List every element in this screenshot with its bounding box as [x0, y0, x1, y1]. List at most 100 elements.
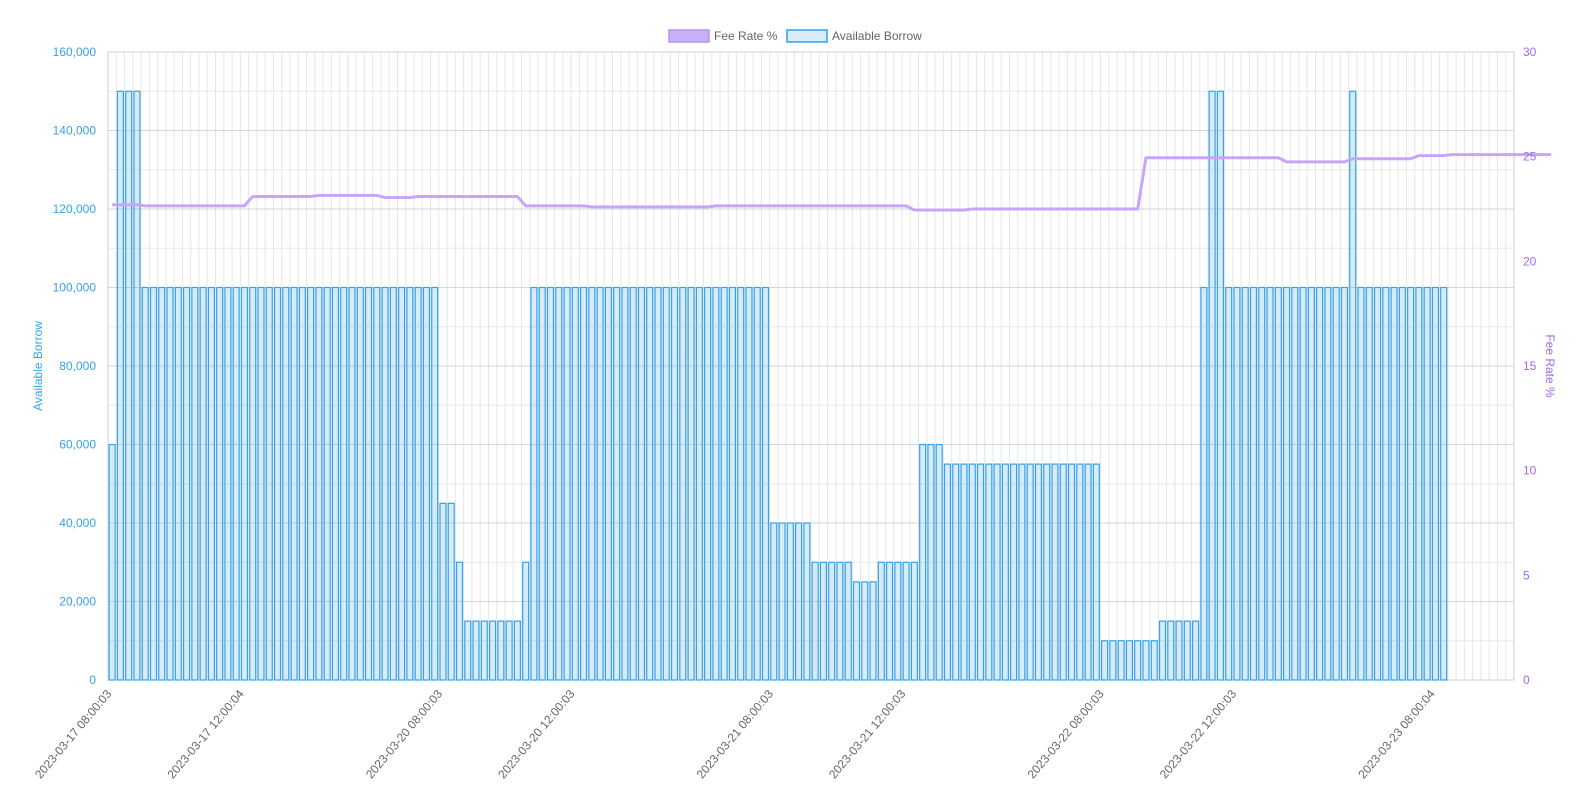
- legend-label-available-borrow[interactable]: Available Borrow: [832, 29, 922, 43]
- right-axis-tick-label: 20: [1523, 254, 1537, 268]
- right-axis-tick-label: 0: [1523, 673, 1530, 687]
- bar-available-borrow: [364, 286, 373, 681]
- bar-available-borrow: [1225, 286, 1233, 681]
- bar-available-borrow: [489, 620, 497, 681]
- bar-available-borrow: [877, 561, 885, 681]
- bar-available-borrow: [323, 286, 331, 681]
- bar-available-borrow: [199, 286, 207, 681]
- bar-available-borrow: [1407, 286, 1415, 681]
- bar-available-borrow: [819, 561, 827, 681]
- x-axis-tick-label: 2023-03-23 08:00:04: [1355, 687, 1438, 782]
- bar-available-borrow: [1192, 620, 1200, 681]
- bar-available-borrow: [579, 286, 588, 681]
- bar-available-borrow: [687, 286, 695, 681]
- bar-available-borrow: [869, 581, 877, 681]
- bar-available-borrow: [1423, 286, 1431, 681]
- bar-available-borrow: [1291, 286, 1299, 681]
- bar-available-borrow: [257, 286, 265, 681]
- left-axis-tick-label: 0: [89, 673, 96, 687]
- legend-label-fee-rate[interactable]: Fee Rate %: [714, 29, 778, 43]
- bar-available-borrow: [621, 286, 629, 681]
- bar-available-borrow: [968, 463, 976, 681]
- bar-available-borrow: [1026, 463, 1034, 681]
- bar-available-borrow: [943, 463, 952, 681]
- bar-available-borrow: [240, 286, 249, 681]
- legend[interactable]: Fee Rate % Available Borrow: [668, 29, 922, 43]
- bar-available-borrow: [770, 522, 778, 681]
- x-axis-tick-label: 2023-03-21 12:00:03: [826, 687, 909, 782]
- bar-available-borrow: [1415, 286, 1423, 681]
- left-axis-title: Available Borrow: [31, 321, 45, 411]
- bar-available-borrow: [1382, 286, 1390, 681]
- bar-available-borrow: [596, 286, 604, 681]
- bar-available-borrow: [315, 286, 323, 681]
- x-axis-tick-label: 2023-03-17 08:00:03: [32, 687, 115, 782]
- bar-available-borrow: [613, 286, 621, 681]
- bar-available-borrow: [232, 286, 240, 681]
- left-axis-tick-label: 80,000: [59, 359, 96, 373]
- legend-swatch-fee-rate[interactable]: [668, 29, 710, 43]
- left-axis-tick-label: 60,000: [59, 438, 96, 452]
- bar-available-borrow: [290, 286, 298, 681]
- bar-available-borrow: [952, 463, 960, 681]
- bar-available-borrow: [637, 286, 646, 681]
- bar-available-borrow: [1258, 286, 1266, 681]
- bar-available-borrow: [555, 286, 563, 681]
- bar-available-borrow: [1043, 463, 1051, 681]
- bar-available-borrow: [141, 286, 149, 681]
- bar-available-borrow: [1398, 286, 1406, 681]
- bar-available-borrow: [1117, 640, 1125, 681]
- bar-available-borrow: [976, 463, 985, 681]
- bar-available-borrow: [919, 443, 927, 681]
- bar-available-borrow: [1101, 640, 1109, 681]
- bar-available-borrow: [1332, 286, 1340, 681]
- bar-available-borrow: [1299, 286, 1307, 681]
- bar-available-borrow: [174, 286, 182, 681]
- bar-available-borrow: [629, 286, 637, 681]
- bar-available-borrow: [654, 286, 662, 681]
- bar-available-borrow: [340, 286, 348, 681]
- bar-available-borrow: [753, 286, 761, 681]
- bar-available-borrow: [348, 286, 356, 681]
- bar-available-borrow: [836, 561, 844, 681]
- bar-available-borrow: [993, 463, 1001, 681]
- bar-available-borrow: [985, 463, 993, 681]
- bar-available-borrow: [125, 90, 133, 681]
- bar-available-borrow: [1150, 640, 1158, 681]
- bar-available-borrow: [1440, 286, 1448, 681]
- bar-available-borrow: [745, 286, 753, 681]
- bar-available-borrow: [447, 502, 455, 681]
- bar-available-borrow: [894, 561, 902, 681]
- left-axis-tick-label: 140,000: [53, 124, 97, 138]
- bar-available-borrow: [331, 286, 340, 681]
- bar-available-borrow: [439, 502, 447, 681]
- bar-available-borrow: [1010, 463, 1018, 681]
- bar-available-borrow: [1282, 286, 1291, 681]
- bar-available-borrow: [216, 286, 224, 681]
- bar-available-borrow: [728, 286, 737, 681]
- bar-available-borrow: [249, 286, 257, 681]
- bar-available-borrow: [571, 286, 579, 681]
- bar-available-borrow: [1249, 286, 1258, 681]
- bar-available-borrow: [1001, 463, 1009, 681]
- bar-available-borrow: [604, 286, 612, 681]
- bar-available-borrow: [852, 581, 861, 681]
- bar-available-borrow: [1266, 286, 1274, 681]
- bar-available-borrow: [1109, 640, 1117, 681]
- bar-available-borrow: [1076, 463, 1084, 681]
- bar-available-borrow: [1431, 286, 1440, 681]
- bar-available-borrow: [1034, 463, 1043, 681]
- bar-available-borrow: [522, 561, 530, 681]
- right-axis-tick-label: 15: [1523, 359, 1537, 373]
- bar-available-borrow: [786, 522, 794, 681]
- bar-available-borrow: [1340, 286, 1349, 681]
- bar-available-borrow: [737, 286, 745, 681]
- bar-available-borrow: [1200, 286, 1208, 681]
- legend-swatch-available-borrow[interactable]: [786, 29, 828, 43]
- bar-available-borrow: [497, 620, 505, 681]
- plot-border: [107, 51, 1515, 681]
- bar-available-borrow: [1357, 286, 1365, 681]
- bar-available-borrow: [381, 286, 389, 681]
- right-axis-title: Fee Rate %: [1543, 334, 1557, 398]
- bar-available-borrow: [133, 90, 141, 681]
